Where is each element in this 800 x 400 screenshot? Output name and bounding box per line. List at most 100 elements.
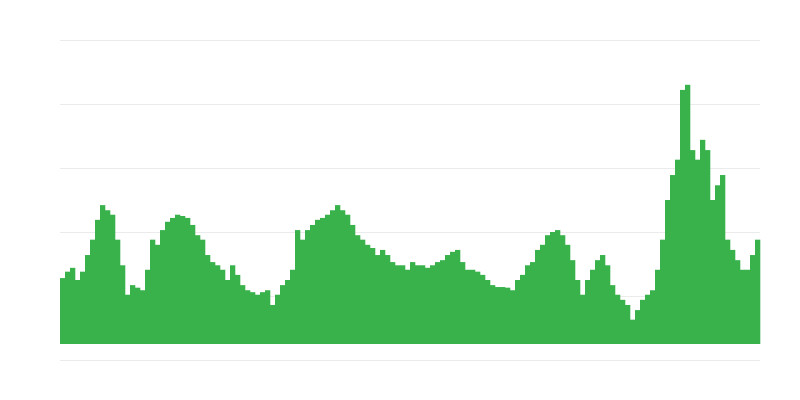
bar	[645, 294, 651, 344]
bar	[250, 292, 256, 344]
bar	[300, 239, 306, 344]
bar	[350, 224, 356, 344]
bar	[535, 249, 541, 344]
bar	[245, 290, 251, 344]
bar	[105, 210, 111, 344]
bar	[70, 267, 76, 344]
bar	[570, 260, 576, 344]
bar	[415, 265, 421, 344]
bar	[480, 274, 486, 344]
bar	[260, 292, 266, 344]
bar	[90, 239, 96, 344]
bar	[425, 267, 431, 344]
bar	[175, 214, 181, 344]
bar	[65, 271, 71, 344]
bar	[620, 299, 626, 344]
bar	[485, 280, 491, 344]
bar	[695, 159, 701, 344]
bar	[420, 265, 426, 344]
bar	[580, 294, 586, 344]
bar	[225, 280, 231, 344]
bar	[720, 175, 726, 344]
bar	[80, 271, 86, 344]
bar	[170, 217, 176, 344]
bar	[355, 235, 361, 344]
bar	[265, 290, 271, 344]
bar	[500, 287, 506, 344]
bar	[380, 249, 386, 344]
bar	[405, 269, 411, 344]
bar	[345, 214, 351, 344]
bar	[675, 159, 681, 344]
bar	[600, 255, 606, 344]
bar	[505, 287, 511, 344]
bar	[400, 265, 406, 344]
bar	[140, 290, 146, 344]
bar	[520, 274, 526, 344]
bar	[365, 244, 371, 344]
bar	[585, 280, 591, 344]
bar	[650, 290, 656, 344]
bar	[85, 255, 91, 344]
bar	[290, 269, 296, 344]
bar	[410, 262, 416, 344]
bar	[130, 285, 136, 344]
bar	[665, 200, 671, 344]
bar	[125, 294, 131, 344]
bar	[510, 290, 516, 344]
bar	[750, 255, 756, 344]
bar	[690, 150, 696, 344]
bar	[470, 269, 476, 344]
bar	[660, 239, 666, 344]
bar	[60, 278, 66, 344]
bar	[635, 310, 641, 344]
bar	[230, 265, 236, 344]
bar	[275, 294, 281, 344]
bar	[195, 235, 201, 344]
bar	[340, 210, 346, 344]
bar	[450, 251, 456, 344]
bar	[740, 269, 746, 344]
bar	[745, 269, 751, 344]
bar	[715, 185, 721, 344]
bar	[755, 239, 761, 344]
bar	[610, 285, 616, 344]
bar	[310, 224, 316, 344]
bar	[285, 280, 291, 344]
bar	[465, 269, 471, 344]
bar	[435, 262, 441, 344]
bar	[180, 216, 186, 344]
bar	[330, 210, 336, 344]
bar	[460, 262, 466, 344]
bar	[190, 224, 196, 344]
bar	[385, 255, 391, 344]
bar	[270, 304, 276, 344]
bar	[235, 274, 241, 344]
bar	[240, 285, 246, 344]
bar	[595, 260, 601, 344]
bar	[215, 265, 221, 344]
bar	[185, 217, 191, 344]
bar	[135, 287, 141, 344]
bar	[155, 244, 161, 344]
bar	[110, 214, 116, 344]
bar	[530, 262, 536, 344]
bar	[120, 265, 126, 344]
bar	[280, 285, 286, 344]
bar	[75, 280, 81, 344]
bar	[710, 200, 716, 344]
bar	[160, 230, 166, 344]
bar	[115, 239, 121, 344]
bar	[205, 255, 211, 344]
bar	[220, 269, 226, 344]
bar	[475, 271, 481, 344]
bar	[545, 235, 551, 344]
bar	[565, 244, 571, 344]
bar	[445, 255, 451, 344]
bar	[730, 249, 736, 344]
bar	[490, 285, 496, 344]
bar	[705, 150, 711, 344]
bar	[515, 280, 521, 344]
bar	[370, 248, 376, 344]
bar	[455, 249, 461, 344]
